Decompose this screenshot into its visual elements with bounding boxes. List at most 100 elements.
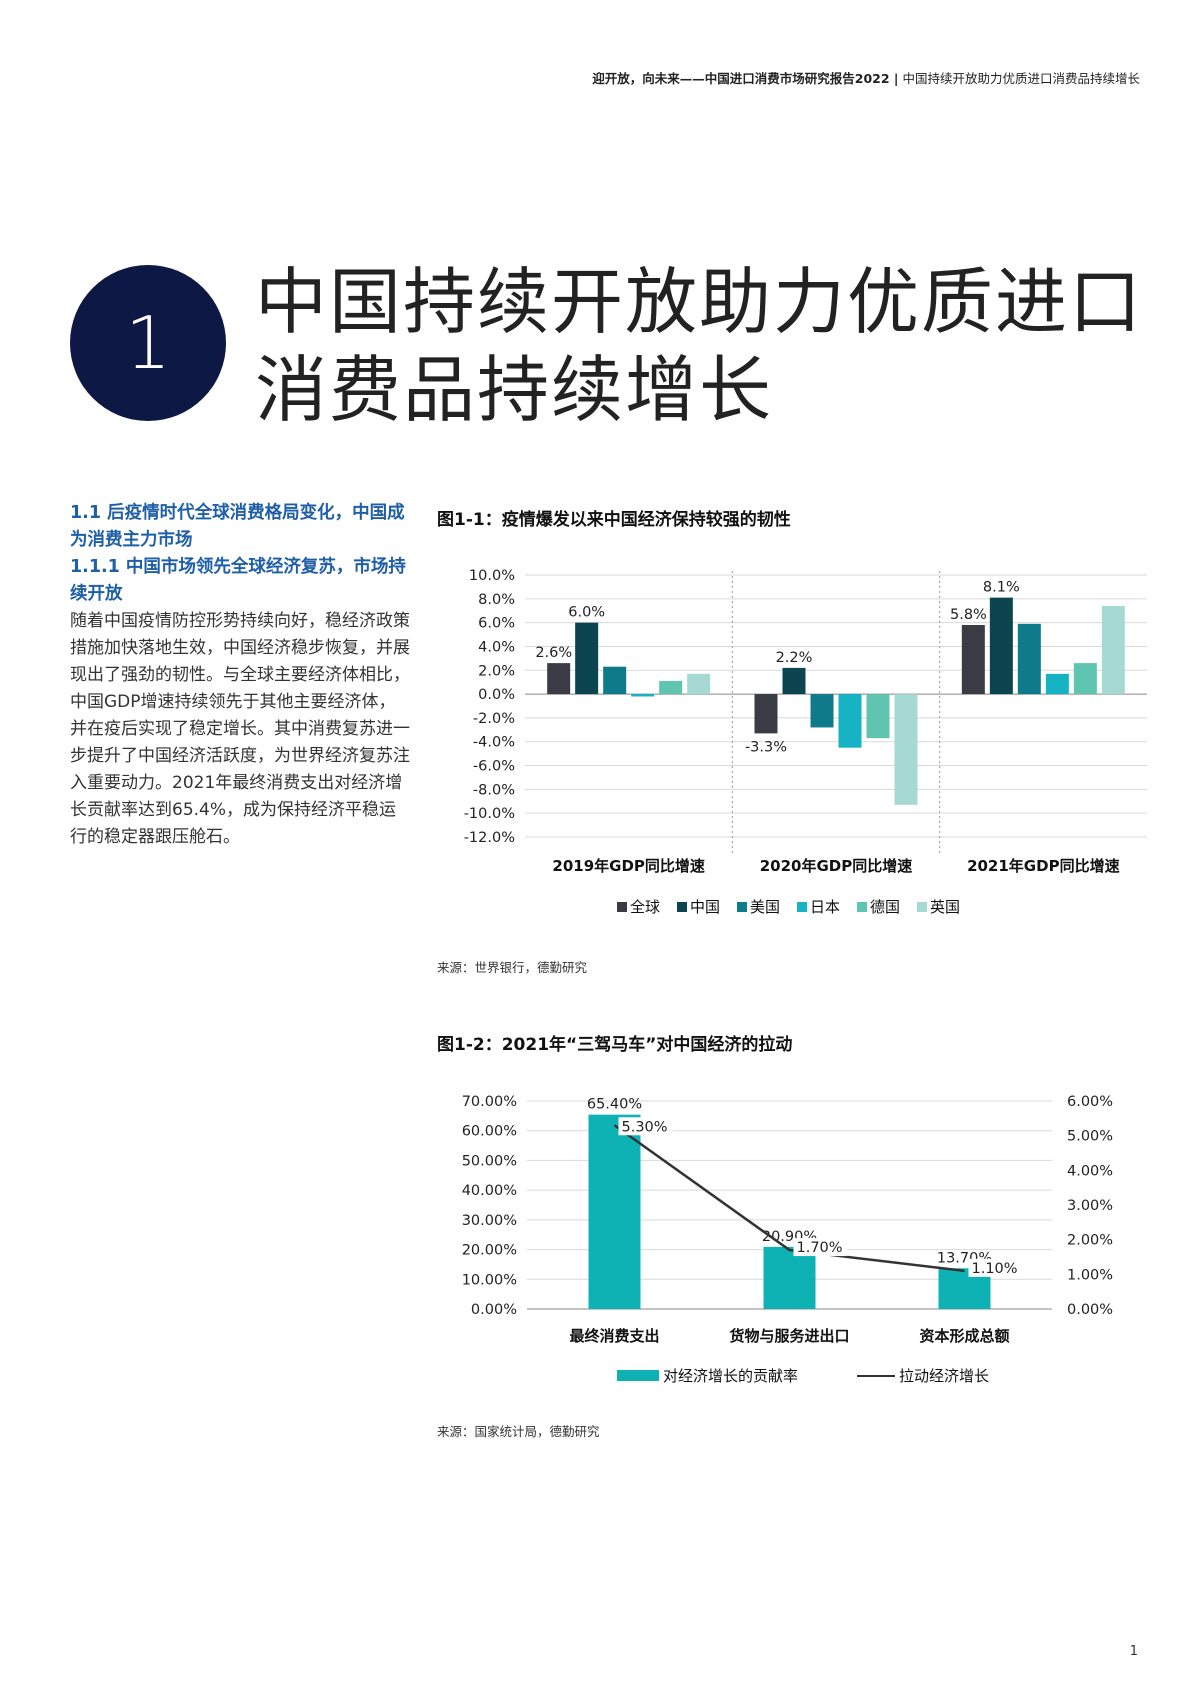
chapter-title: 中国持续开放助力优质进口 消费品持续增长 [255, 258, 1155, 434]
legend-swatch-bar [617, 1370, 659, 1381]
y-tick-label: -6.0% [473, 759, 515, 775]
y-left-tick-label: 50.00% [462, 1153, 517, 1169]
bar [1045, 673, 1069, 695]
y-right-tick-label: 2.00% [1067, 1233, 1113, 1249]
line-data-label: 1.70% [797, 1240, 843, 1256]
y-right-tick-label: 5.00% [1067, 1129, 1113, 1145]
line-label-bg [968, 1258, 1023, 1277]
bar [687, 673, 711, 695]
bar [603, 666, 627, 695]
legend-label: 中国 [690, 898, 720, 916]
bar [782, 667, 806, 695]
y-left-tick-label: 40.00% [462, 1183, 517, 1199]
gdp-growth-chart: 10.0% 8.0% 6.0% 4.0% 2.0% 0.0% -2.0% -4.0% -6.0%… [464, 568, 1147, 916]
bar [989, 597, 1013, 695]
figure2-source: 来源：国家统计局，德勤研究 [437, 1424, 600, 1439]
y-tick-label: -12.0% [464, 830, 515, 846]
y-tick-label: 4.0% [478, 639, 515, 655]
y-tick-label: -2.0% [473, 711, 515, 727]
bar [754, 694, 778, 734]
legend-swatch [677, 902, 687, 912]
bar-data-label: 65.40% [587, 1097, 642, 1113]
bar [894, 694, 918, 805]
bar [631, 694, 655, 697]
subsection-heading: 1.1.1 中国市场领先全球经济复苏，市场持续开放 [70, 557, 406, 604]
data-label: 5.8% [950, 607, 987, 623]
y-right-tick-label: 4.00% [1067, 1163, 1113, 1179]
legend-swatch [797, 902, 807, 912]
x-category-label: 2020年GDP同比增速 [760, 857, 913, 875]
y-left-tick-label: 20.00% [462, 1243, 517, 1259]
figure2-title: 图1-2：2021年“三驾马车”对中国经济的拉动 [437, 1035, 793, 1055]
header-report-title: 迎开放，向未来——中国进口消费市场研究报告2022 | [592, 71, 899, 86]
y-tick-label: 10.0% [469, 568, 515, 584]
bar [1017, 623, 1041, 695]
y-right-tick-label: 6.00% [1067, 1094, 1113, 1110]
line-data-label: 5.30% [622, 1119, 668, 1135]
bar [763, 1246, 816, 1309]
y-tick-label: 0.0% [478, 687, 515, 703]
header-chapter-title: 中国持续开放助力优质进口消费品持续增长 [902, 71, 1140, 86]
legend-swatch [617, 902, 627, 912]
left-text-column: 1.1 后疫情时代全球消费格局变化，中国成为消费主力市场 1.1.1 中国市场领… [70, 500, 410, 851]
line-label-bg [793, 1238, 848, 1257]
chapter-title-line1: 中国持续开放助力优质进口 [255, 260, 1144, 344]
bar [659, 680, 683, 695]
line-label-bg [618, 1117, 673, 1136]
line-data-label: 1.10% [972, 1261, 1018, 1277]
bar [588, 1114, 641, 1309]
legend-label: 英国 [930, 898, 960, 916]
legend-swatch [737, 902, 747, 912]
bar [547, 663, 571, 695]
x-category-label: 最终消费支出 [569, 1327, 659, 1345]
legend-label: 日本 [810, 898, 840, 916]
x-category-label: 资本形成总额 [919, 1327, 1009, 1345]
data-label: -3.3% [745, 739, 787, 755]
legend-label: 全球 [630, 898, 660, 916]
page-number: 1 [1129, 1644, 1138, 1659]
bar [866, 694, 890, 739]
y-left-tick-label: 60.00% [462, 1124, 517, 1140]
bar [575, 622, 599, 695]
y-left-tick-label: 70.00% [462, 1094, 517, 1110]
legend-swatch [917, 902, 927, 912]
y-left-tick-label: 30.00% [462, 1213, 517, 1229]
bar [1101, 605, 1125, 695]
data-label: 2.6% [535, 645, 572, 661]
chapter-number: 1 [125, 301, 171, 385]
bar [961, 625, 985, 695]
figure1-source: 来源：世界银行，德勤研究 [437, 960, 588, 975]
y-right-tick-label: 0.00% [1067, 1302, 1113, 1318]
legend-label: 美国 [750, 898, 780, 916]
y-tick-label: 8.0% [478, 592, 515, 608]
chapter-title-line2: 消费品持续增长 [255, 348, 774, 432]
troika-contribution-chart: 70.00% 60.00% 50.00% 40.00% 30.00% 20.00% 10.0… [462, 1094, 1113, 1385]
y-tick-label: -10.0% [464, 806, 515, 822]
x-category-label: 2019年GDP同比增速 [552, 857, 705, 875]
x-category-label: 货物与服务进出口 [729, 1327, 849, 1345]
line-series [613, 1124, 965, 1273]
legend-swatch [857, 902, 867, 912]
y-tick-label: 6.0% [478, 616, 515, 632]
bar [838, 694, 862, 748]
body-paragraph: 随着中国疫情防控形势持续向好，稳经济政策措施加快落地生效，中国经济稳步恢复，并展… [70, 611, 410, 847]
bar [1073, 663, 1097, 695]
y-tick-label: 2.0% [478, 663, 515, 679]
chapter-number-badge: 1 [70, 265, 226, 421]
x-category-label: 2021年GDP同比增速 [967, 857, 1120, 875]
y-left-tick-label: 0.00% [471, 1302, 517, 1318]
data-label: 8.1% [983, 580, 1020, 596]
figure1-title: 图1-1：疫情爆发以来中国经济保持较强的韧性 [437, 510, 791, 530]
data-label: 2.2% [776, 650, 813, 666]
legend-label-line: 拉动经济增长 [899, 1367, 989, 1385]
y-left-tick-label: 10.00% [462, 1272, 517, 1288]
legend-label-bar: 对经济增长的贡献率 [663, 1367, 798, 1385]
bar [810, 694, 834, 728]
data-label: 6.0% [568, 605, 605, 621]
section-heading: 1.1 后疫情时代全球消费格局变化，中国成为消费主力市场 [70, 503, 405, 550]
y-tick-label: -8.0% [473, 782, 515, 798]
y-right-tick-label: 1.00% [1067, 1267, 1113, 1283]
page-header: 迎开放，向未来——中国进口消费市场研究报告2022 | 中国持续开放助力优质进口… [592, 68, 1140, 87]
y-right-tick-label: 3.00% [1067, 1198, 1113, 1214]
legend-label: 德国 [870, 898, 900, 916]
